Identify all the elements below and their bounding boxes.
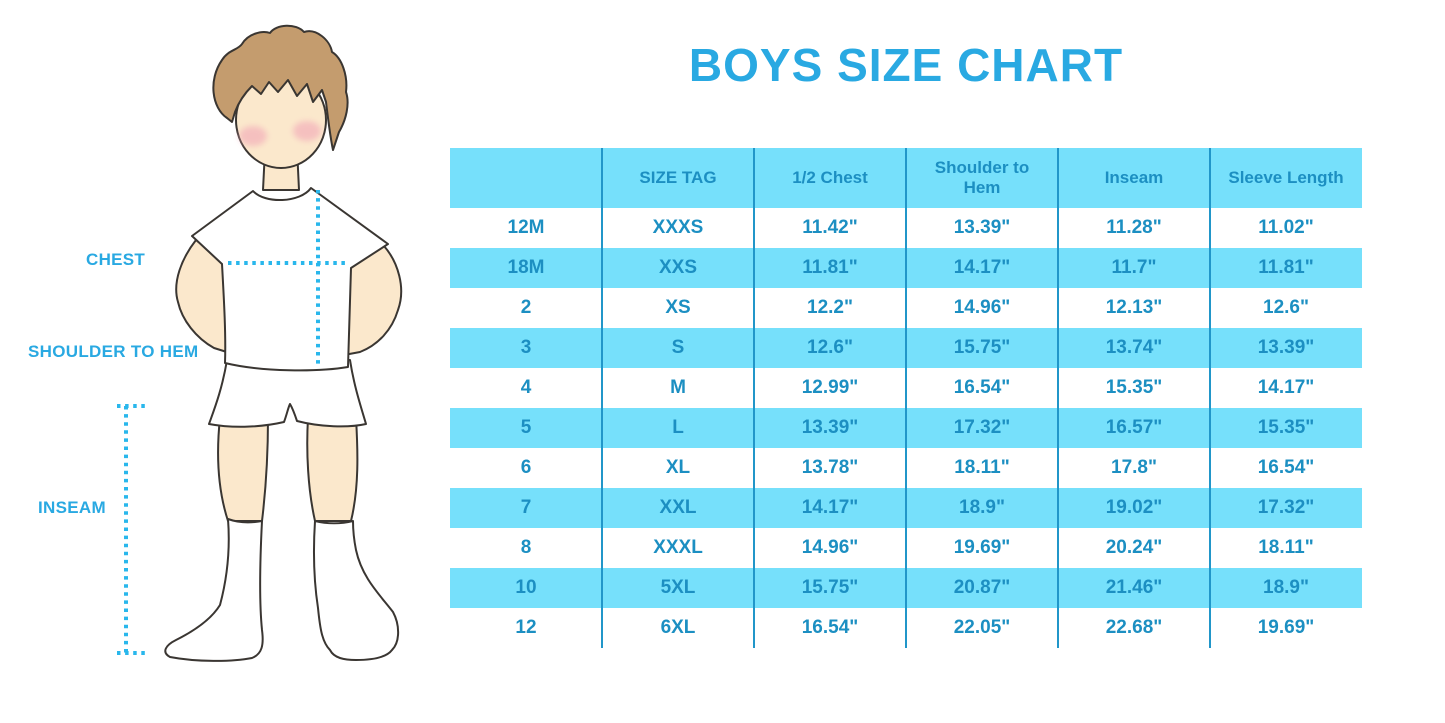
row-size-cell: 7 — [450, 488, 602, 528]
table-cell: 16.54" — [906, 368, 1058, 408]
boy-left-cheek — [239, 126, 267, 146]
table-cell: XXXS — [602, 208, 754, 248]
boy-right-leg — [306, 417, 359, 522]
row-size-cell: 5 — [450, 408, 602, 448]
table-cell: 19.02" — [1058, 488, 1210, 528]
table-cell: 13.39" — [906, 208, 1058, 248]
table-cell: 18.9" — [906, 488, 1058, 528]
table-cell: 13.78" — [754, 448, 906, 488]
table-cell: 15.75" — [754, 568, 906, 608]
boy-left-sock — [164, 518, 264, 662]
table-cell: 18.11" — [1210, 528, 1362, 568]
table-cell: 15.35" — [1058, 368, 1210, 408]
column-header: Inseam — [1058, 148, 1210, 208]
table-cell: 22.68" — [1058, 608, 1210, 648]
column-header — [450, 148, 602, 208]
table-cell: 14.96" — [754, 528, 906, 568]
table-cell: 13.39" — [754, 408, 906, 448]
boy-right-arm — [343, 245, 403, 356]
table-cell: 20.87" — [906, 568, 1058, 608]
boy-right-sock — [313, 520, 400, 661]
table-cell: L — [602, 408, 754, 448]
table-cell: 18.9" — [1210, 568, 1362, 608]
column-header: Shoulder to Hem — [906, 148, 1058, 208]
table-cell: 11.7" — [1058, 248, 1210, 288]
boy-left-leg — [217, 417, 269, 522]
page-title: BOYS SIZE CHART — [688, 39, 1124, 91]
row-size-cell: 4 — [450, 368, 602, 408]
table-cell: M — [602, 368, 754, 408]
column-header: SIZE TAG — [602, 148, 754, 208]
row-size-cell: 12M — [450, 208, 602, 248]
table-cell: 14.96" — [906, 288, 1058, 328]
table-cell: 21.46" — [1058, 568, 1210, 608]
table-cell: 17.32" — [906, 408, 1058, 448]
table-cell: 17.32" — [1210, 488, 1362, 528]
boy-figure-illustration: CHEST SHOULDER TO HEM INSEAM — [0, 0, 450, 723]
table-cell: XXL — [602, 488, 754, 528]
inseam-label: INSEAM — [38, 498, 106, 517]
table-cell: 15.75" — [906, 328, 1058, 368]
table-cell: 11.81" — [1210, 248, 1362, 288]
table-cell: 13.74" — [1058, 328, 1210, 368]
table-cell: XS — [602, 288, 754, 328]
table-cell: 12.6" — [1210, 288, 1362, 328]
table-cell: XXXL — [602, 528, 754, 568]
table-cell: 19.69" — [1210, 608, 1362, 648]
chest-label: CHEST — [86, 250, 146, 269]
table-cell: S — [602, 328, 754, 368]
table-cell: 15.35" — [1210, 408, 1362, 448]
table-cell: 13.39" — [1210, 328, 1362, 368]
table-cell: 18.11" — [906, 448, 1058, 488]
table-cell: 5XL — [602, 568, 754, 608]
row-size-cell: 8 — [450, 528, 602, 568]
table-cell: 12.99" — [754, 368, 906, 408]
row-size-cell: 10 — [450, 568, 602, 608]
column-header: 1/2 Chest — [754, 148, 906, 208]
table-cell: 14.17" — [906, 248, 1058, 288]
row-size-cell: 3 — [450, 328, 602, 368]
boy-right-cheek — [293, 121, 321, 141]
table-cell: 16.54" — [754, 608, 906, 648]
table-cell: 12.13" — [1058, 288, 1210, 328]
table-cell: 17.8" — [1058, 448, 1210, 488]
table-cell: 19.69" — [906, 528, 1058, 568]
table-cell: XL — [602, 448, 754, 488]
table-cell: 22.05" — [906, 608, 1058, 648]
table-cell: 11.28" — [1058, 208, 1210, 248]
table-cell: 20.24" — [1058, 528, 1210, 568]
table-cell: 6XL — [602, 608, 754, 648]
boy-tshirt — [191, 187, 389, 372]
table-cell: 16.57" — [1058, 408, 1210, 448]
table-cell: 14.17" — [754, 488, 906, 528]
table-cell: XXS — [602, 248, 754, 288]
table-cell: 12.6" — [754, 328, 906, 368]
row-size-cell: 2 — [450, 288, 602, 328]
row-size-cell: 12 — [450, 608, 602, 648]
row-size-cell: 18M — [450, 248, 602, 288]
table-cell: 16.54" — [1210, 448, 1362, 488]
table-cell: 11.81" — [754, 248, 906, 288]
boy-shorts — [208, 359, 367, 428]
table-cell: 12.2" — [754, 288, 906, 328]
boy-illustration-graphic — [117, 24, 403, 662]
size-table-grid: SIZE TAG 1/2 Chest Shoulder to Hem Inseam Sl… — [450, 148, 1362, 648]
boy-hair — [212, 24, 349, 151]
table-cell: 11.02" — [1210, 208, 1362, 248]
row-size-cell: 6 — [450, 448, 602, 488]
boy-left-arm — [175, 239, 231, 354]
table-cell: 11.42" — [754, 208, 906, 248]
shoulder-to-hem-label: SHOULDER TO HEM — [28, 342, 199, 361]
column-header: Sleeve Length — [1210, 148, 1362, 208]
size-table: SIZE TAG 1/2 Chest Shoulder to Hem Inseam Sl… — [450, 148, 1362, 648]
table-cell: 14.17" — [1210, 368, 1362, 408]
